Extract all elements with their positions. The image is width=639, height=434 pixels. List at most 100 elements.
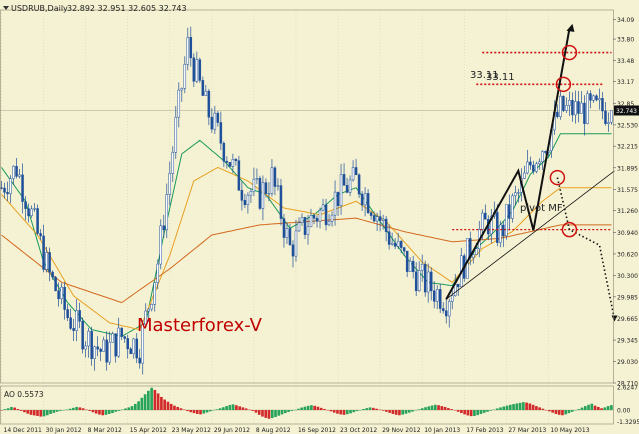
ao-bar xyxy=(417,409,421,411)
candle-body xyxy=(336,191,340,206)
candle-body xyxy=(180,88,184,91)
candle-body xyxy=(63,286,66,310)
candle-body xyxy=(363,193,367,206)
ao-bar xyxy=(45,410,49,416)
ao-bar xyxy=(479,410,483,414)
ao-bar xyxy=(394,410,398,415)
candle-body xyxy=(354,167,358,176)
candle-body xyxy=(384,218,388,232)
ao-bar xyxy=(401,410,405,415)
ao-bar xyxy=(267,410,271,419)
ao-bar xyxy=(355,410,359,412)
candle-body xyxy=(48,252,51,273)
ao-bar xyxy=(274,410,277,418)
ao-bar xyxy=(205,410,209,413)
ao-bar xyxy=(107,410,111,414)
candle-body xyxy=(571,100,574,116)
dropdown-triangle-icon[interactable] xyxy=(3,6,9,10)
ao-bar xyxy=(222,407,225,411)
ao-y-tick-label: 2.6247 xyxy=(617,385,638,392)
projection-line xyxy=(556,177,616,320)
candle-body xyxy=(126,338,129,350)
target-circle xyxy=(561,221,578,238)
candle-body xyxy=(315,218,319,222)
candle-body xyxy=(132,338,135,354)
candle-body xyxy=(222,142,226,162)
candle-body xyxy=(276,185,280,187)
ohlc-label: 32.892 32.951 32.605 32.743 xyxy=(67,4,187,13)
ao-bar xyxy=(476,410,480,416)
ao-bar xyxy=(199,410,202,415)
candle-body xyxy=(285,228,289,238)
ao-bar xyxy=(137,401,140,411)
x-tick-label: 23 May 2012 xyxy=(172,427,211,434)
x-tick-label: 17 Feb 2013 xyxy=(466,427,504,434)
candle-body xyxy=(327,221,331,226)
candle-body xyxy=(312,215,316,219)
candle-body xyxy=(231,159,235,167)
candle-body xyxy=(538,161,541,165)
ao-bar xyxy=(587,404,590,411)
ao-bar xyxy=(515,403,519,411)
ao-bar xyxy=(58,410,62,411)
y-tick-label: 33.48 xyxy=(617,58,634,65)
candle-body xyxy=(279,185,283,219)
candle-body xyxy=(523,172,526,179)
ao-bar xyxy=(339,410,343,415)
ao-bar xyxy=(316,406,320,411)
ao-bar xyxy=(456,410,460,412)
candle-body xyxy=(96,346,99,350)
candle-body xyxy=(318,209,322,222)
ao-bar xyxy=(590,403,594,411)
candle-body xyxy=(60,286,63,300)
candle-body xyxy=(429,271,433,292)
ao-bar xyxy=(407,410,411,413)
candle-body xyxy=(36,208,39,234)
ao-bar xyxy=(420,408,424,411)
candle-body xyxy=(330,214,334,222)
candle-body xyxy=(321,204,325,211)
y-tick-label: 30.940 xyxy=(617,230,638,237)
candle-body xyxy=(219,122,223,144)
ao-bar xyxy=(150,387,153,411)
candle-body xyxy=(393,242,397,247)
ao-bar xyxy=(195,410,199,414)
candle-body xyxy=(438,289,442,309)
ao-bar xyxy=(143,394,147,411)
ao-bar xyxy=(98,410,101,415)
candle-body xyxy=(300,217,304,223)
ao-bar xyxy=(385,410,388,412)
candle-body xyxy=(183,63,187,89)
candle-body xyxy=(529,161,532,166)
ao-bar xyxy=(411,410,414,412)
y-tick-label: 29.665 xyxy=(617,316,638,323)
ao-bar xyxy=(473,410,476,416)
ao-bar xyxy=(104,410,108,415)
candle-body xyxy=(348,179,352,193)
x-tick-label: 8 Aug 2012 xyxy=(256,427,291,434)
candle-body xyxy=(204,90,208,96)
candle-body xyxy=(156,263,160,283)
candle-body xyxy=(556,111,559,117)
x-tick-label: 15 Apr 2012 xyxy=(130,427,167,434)
y-tick-label: 34.09 xyxy=(617,17,634,24)
candle-body xyxy=(517,192,520,194)
candle-body xyxy=(234,159,238,161)
y-tick-label: 29.985 xyxy=(617,294,638,301)
candle-body xyxy=(273,167,277,187)
ao-bar xyxy=(593,405,597,411)
ao-bar xyxy=(290,410,294,411)
target-circle xyxy=(555,76,572,93)
candle-body xyxy=(568,100,571,106)
ao-bar xyxy=(518,402,522,411)
candle-body xyxy=(237,160,241,191)
candle-body xyxy=(378,216,382,221)
ao-bar xyxy=(147,390,150,411)
ao-bar xyxy=(610,405,613,411)
candle-body xyxy=(372,215,376,222)
ao-bar xyxy=(489,410,493,411)
candle-body xyxy=(586,93,589,124)
candle-body xyxy=(526,161,529,174)
candle-body xyxy=(78,310,81,322)
